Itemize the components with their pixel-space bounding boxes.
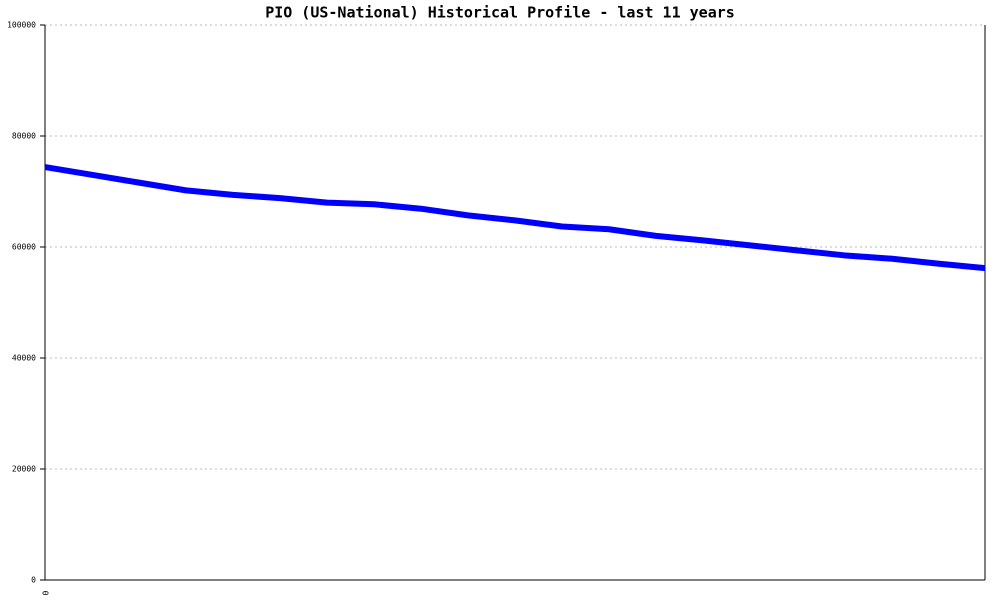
- y-tick-label: 80000: [12, 132, 36, 141]
- y-tick-label: 20000: [12, 465, 36, 474]
- x-tick-label: 0: [41, 591, 50, 596]
- y-tick-label: 0: [31, 576, 36, 585]
- chart-title: PIO (US-National) Historical Profile - l…: [265, 4, 735, 22]
- data-line: [44, 164, 986, 272]
- y-tick-label: 40000: [12, 354, 36, 363]
- y-tick-label: 100000: [7, 21, 36, 30]
- y-tick-label: 60000: [12, 243, 36, 252]
